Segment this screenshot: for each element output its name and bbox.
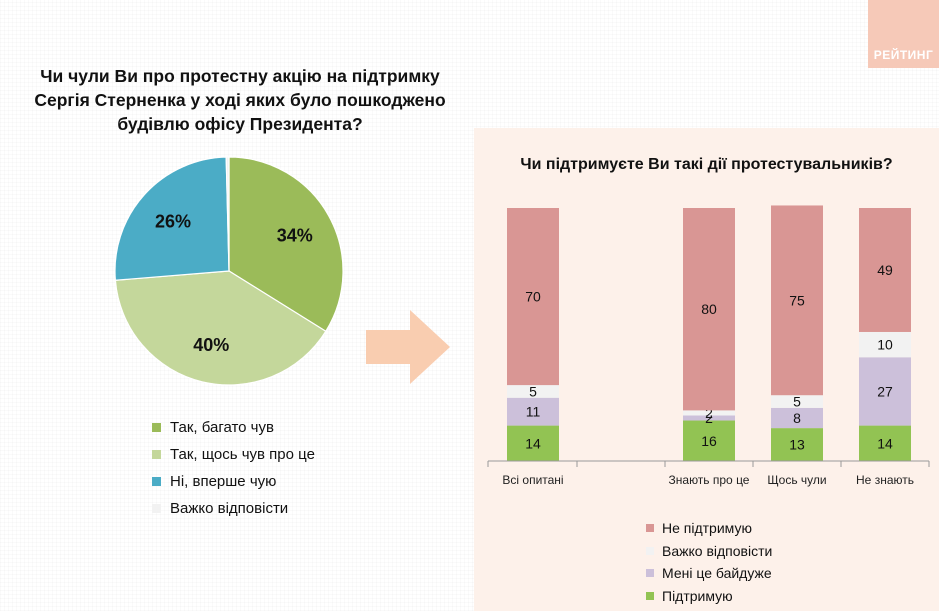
bar-segment: [859, 425, 911, 461]
legend-item: Важко відповісти: [646, 540, 772, 563]
bar-segment: [683, 208, 735, 411]
bar-segment: [683, 410, 735, 416]
bar-value-label: 13: [789, 437, 805, 453]
brand-logo: РЕЙТИНГ: [868, 0, 939, 68]
bar-segment: [859, 208, 911, 332]
bar-value-label: 5: [793, 394, 801, 410]
pie-slice: [114, 156, 230, 281]
legend-item: Так, багато чув: [152, 414, 315, 441]
bar-value-label: 80: [701, 301, 717, 317]
bar-segment: [771, 407, 823, 429]
legend-swatch: [646, 591, 654, 600]
pie-slice-label: 40%: [193, 335, 229, 355]
legend-item: Так, щось чув про це: [152, 441, 315, 468]
bar-value-label: 5: [529, 383, 537, 399]
legend-label: Так, багато чув: [170, 419, 274, 436]
bar-value-label: 70: [525, 289, 541, 305]
pie-chart-title: Чи чули Ви про протестну акцію на підтри…: [34, 66, 446, 134]
bar-value-label: 16: [701, 433, 717, 449]
bar-segment: [771, 428, 823, 461]
bar-value-label: 14: [525, 435, 541, 451]
bar-segment: [507, 208, 559, 386]
bar-value-label: 2: [705, 410, 713, 426]
pie-slice: [228, 156, 344, 333]
bar-value-label: 11: [526, 404, 541, 420]
category-label: Щось чули: [767, 473, 826, 487]
legend-swatch: [152, 504, 161, 513]
bar-segment: [859, 331, 911, 358]
bar-segment: [683, 420, 735, 461]
legend-label: Так, щось чув про це: [170, 446, 315, 463]
legend-item: Підтримую: [646, 585, 772, 608]
arrow-right-icon: [366, 310, 450, 384]
legend-label: Важко відповісти: [170, 500, 289, 517]
legend-swatch: [152, 450, 161, 459]
bar-value-label: 2: [705, 405, 713, 421]
legend-label: Не підтримую: [662, 520, 752, 537]
pie-legend: Так, багато чув Так, щось чув про це Ні, в…: [152, 414, 315, 522]
bar-segment: [771, 205, 823, 396]
bar-segment: [507, 397, 559, 426]
legend-swatch: [646, 569, 654, 578]
category-label: Не знають: [856, 473, 914, 487]
bar-segment: [683, 415, 735, 421]
bar-value-label: 27: [877, 383, 893, 399]
legend-swatch: [152, 477, 161, 486]
bar-legend: Не підтримую Важко відповісти Мені це байд…: [646, 517, 772, 607]
legend-swatch: [646, 524, 654, 533]
bar-segment: [507, 385, 559, 398]
legend-label: Мені це байдуже: [662, 565, 772, 582]
legend-label: Важко відповісти: [662, 542, 773, 559]
bar-value-label: 8: [793, 410, 801, 426]
pie-slice: [225, 156, 230, 272]
bar-value-label: 49: [877, 262, 893, 278]
bar-value-label: 10: [877, 337, 893, 353]
bar-chart-title: Чи підтримуєте Ви такі дії протестувальн…: [520, 156, 893, 173]
legend-item: Не підтримую: [646, 517, 772, 540]
bar-segment: [507, 425, 559, 461]
bar-value-label: 14: [877, 435, 893, 451]
category-label: Всі опитані: [502, 473, 563, 487]
pie-slice-label: 26%: [155, 212, 191, 232]
pie-slice-label: 34%: [277, 225, 313, 245]
bar-value-label: 75: [789, 292, 805, 308]
legend-swatch: [152, 423, 161, 432]
legend-swatch: [646, 546, 654, 555]
legend-item: Ні, вперше чую: [152, 468, 315, 495]
bar-segment: [771, 395, 823, 408]
bar-segment: [859, 357, 911, 426]
category-label: Знають про це: [669, 473, 750, 487]
legend-item: Мені це байдуже: [646, 562, 772, 585]
legend-item: Важко відповісти: [152, 495, 315, 522]
legend-label: Ні, вперше чую: [170, 473, 277, 490]
pie-slice: [114, 270, 327, 386]
legend-label: Підтримую: [662, 587, 733, 604]
